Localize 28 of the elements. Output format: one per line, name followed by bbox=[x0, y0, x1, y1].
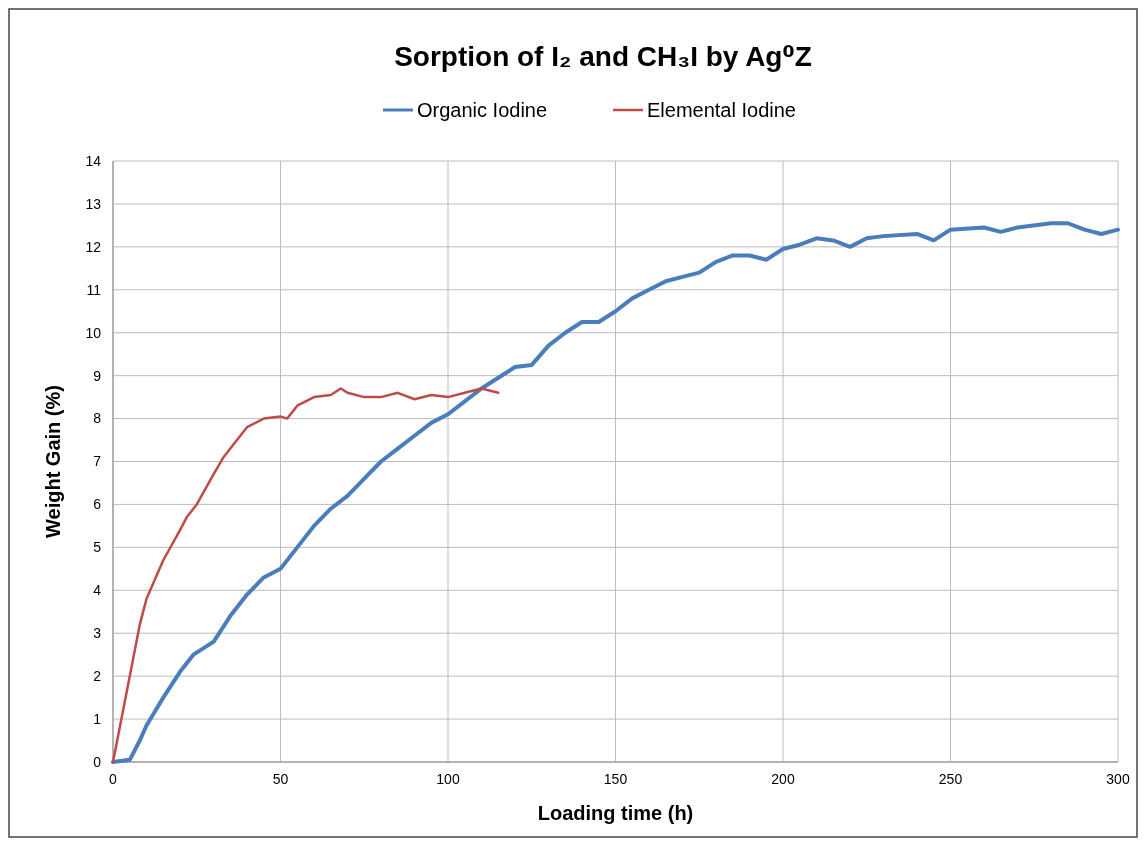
x-tick-label: 50 bbox=[272, 771, 289, 787]
y-tick-label: 0 bbox=[93, 753, 102, 770]
legend-label: Elemental Iodine bbox=[647, 99, 796, 121]
y-tick-label: 12 bbox=[85, 238, 102, 255]
y-tick-label: 11 bbox=[86, 281, 102, 298]
chart-title: Sorption of I₂ and CH₃I by Ag⁰Z bbox=[394, 41, 812, 72]
y-tick-label: 1 bbox=[93, 710, 102, 727]
y-tick-label: 6 bbox=[93, 496, 102, 513]
y-tick-label: 14 bbox=[85, 152, 102, 169]
y-tick-label: 2 bbox=[93, 668, 102, 685]
line-series bbox=[111, 387, 500, 764]
x-tick-label: 200 bbox=[771, 771, 795, 787]
y-tick-label: 8 bbox=[93, 410, 102, 427]
y-tick-label: 10 bbox=[85, 324, 102, 341]
x-axis-title: Loading time (h) bbox=[537, 802, 694, 824]
legend-label: Organic Iodine bbox=[417, 99, 548, 121]
x-tick-label: 150 bbox=[603, 771, 628, 787]
y-tick-label: 7 bbox=[93, 453, 102, 470]
y-tick-label: 5 bbox=[93, 539, 102, 556]
y-tick-label: 3 bbox=[93, 625, 102, 642]
y-axis-title: Weight Gain (%) bbox=[42, 385, 64, 538]
y-tick-label: 13 bbox=[85, 195, 102, 212]
x-tick-label: 0 bbox=[109, 771, 118, 787]
x-tick-label: 250 bbox=[938, 771, 963, 787]
x-tick-label: 300 bbox=[1106, 771, 1130, 787]
y-tick-label: 4 bbox=[93, 582, 102, 599]
x-tick-label: 100 bbox=[436, 771, 460, 787]
y-tick-label: 9 bbox=[93, 367, 102, 384]
